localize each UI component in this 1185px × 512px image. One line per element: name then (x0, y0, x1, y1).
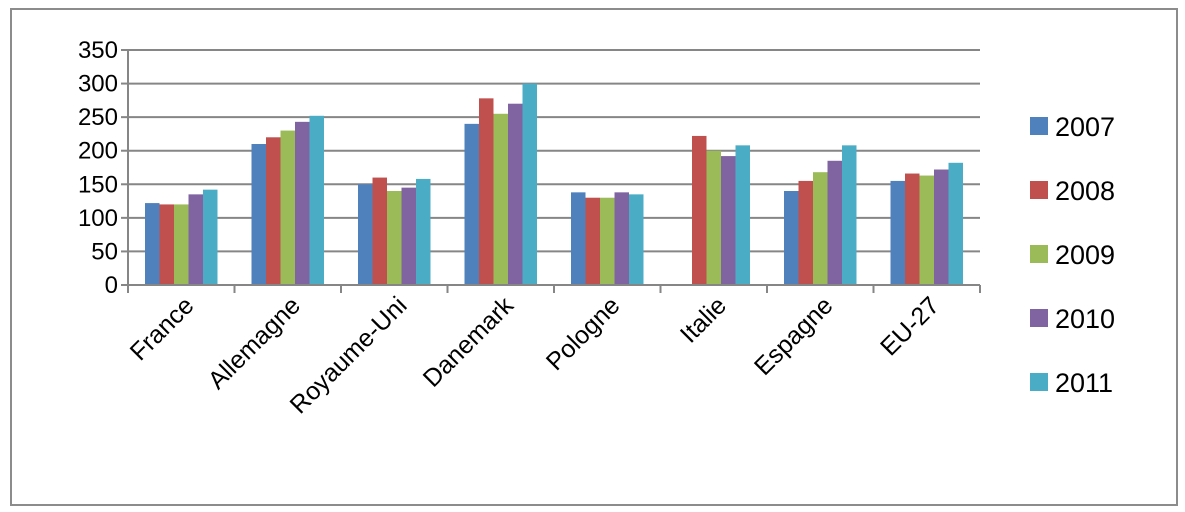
bar-2007-Espagne (784, 191, 799, 285)
bar-2008-France (159, 204, 174, 285)
x-tick-label: France (125, 291, 200, 366)
bar-2010-France (188, 194, 203, 285)
bar-2011-France (203, 189, 218, 285)
legend-swatch-2009 (1030, 245, 1048, 263)
bar-2010-Pologne (614, 192, 629, 285)
bar-2009-Royaume-Uni (387, 191, 402, 285)
bar-2007-EU-27 (890, 180, 905, 285)
legend-label-2008: 2008 (1055, 176, 1115, 206)
legend-label-2009: 2009 (1055, 240, 1115, 270)
bar-2008-EU-27 (905, 173, 920, 285)
legend-label-2010: 2010 (1055, 304, 1115, 334)
legend-swatch-2008 (1030, 181, 1048, 199)
bar-2009-Espagne (813, 172, 828, 285)
y-tick-label: 50 (91, 238, 118, 265)
x-tick-label: EU-27 (875, 291, 945, 361)
bar-2008-Royaume-Uni (372, 177, 387, 285)
y-tick-label: 250 (78, 104, 118, 131)
y-tick-label: 0 (105, 272, 118, 299)
bar-2010-Italie (721, 156, 736, 285)
y-tick-label: 150 (78, 171, 118, 198)
bar-2011-Allemagne (309, 115, 324, 285)
bar-2010-Royaume-Uni (401, 187, 416, 285)
bar-2010-EU-27 (934, 169, 949, 285)
bar-2008-Espagne (798, 180, 813, 285)
legend-swatch-2010 (1030, 309, 1048, 327)
x-tick-label: Espagne (749, 291, 839, 381)
bar-2007-Allemagne (251, 144, 266, 285)
bar-2011-Espagne (842, 145, 857, 285)
bar-2007-France (145, 203, 160, 285)
bar-2008-Danemark (479, 98, 494, 285)
bar-2010-Espagne (827, 160, 842, 285)
bar-2010-Allemagne (295, 121, 310, 285)
legend-label-2007: 2007 (1055, 112, 1115, 142)
bar-2008-Italie (692, 135, 707, 285)
legend-label-2011: 2011 (1055, 368, 1113, 398)
bar-2009-Allemagne (280, 130, 295, 285)
x-tick-label: Pologne (541, 291, 626, 376)
bar-2010-Danemark (508, 103, 523, 285)
legend-swatch-2011 (1030, 373, 1048, 391)
bar-2008-Allemagne (266, 137, 281, 285)
bar-2011-EU-27 (948, 162, 963, 285)
y-tick-label: 200 (78, 138, 118, 165)
legend-swatch-2007 (1030, 117, 1048, 135)
bar-2008-Pologne (585, 197, 600, 285)
bar-2009-Danemark (493, 113, 508, 286)
y-tick-label: 100 (78, 205, 118, 232)
bar-2009-EU-27 (919, 175, 934, 285)
bar-2007-Pologne (571, 192, 586, 285)
x-tick-label: Allemagne (203, 291, 306, 394)
bar-2011-Danemark (522, 83, 537, 285)
bar-2011-Italie (735, 145, 750, 285)
x-tick-label: Italie (675, 291, 732, 348)
bar-2011-Pologne (629, 194, 644, 285)
x-tick-label: Danemark (418, 291, 520, 393)
bar-2009-Italie (706, 150, 721, 285)
bar-2007-Royaume-Uni (358, 184, 373, 285)
bar-2007-Danemark (464, 123, 479, 285)
bar-2011-Royaume-Uni (416, 178, 431, 285)
bar-2009-France (174, 204, 189, 285)
bar-2009-Pologne (600, 197, 615, 285)
y-tick-label: 300 (78, 71, 118, 98)
y-tick-label: 350 (78, 37, 118, 64)
